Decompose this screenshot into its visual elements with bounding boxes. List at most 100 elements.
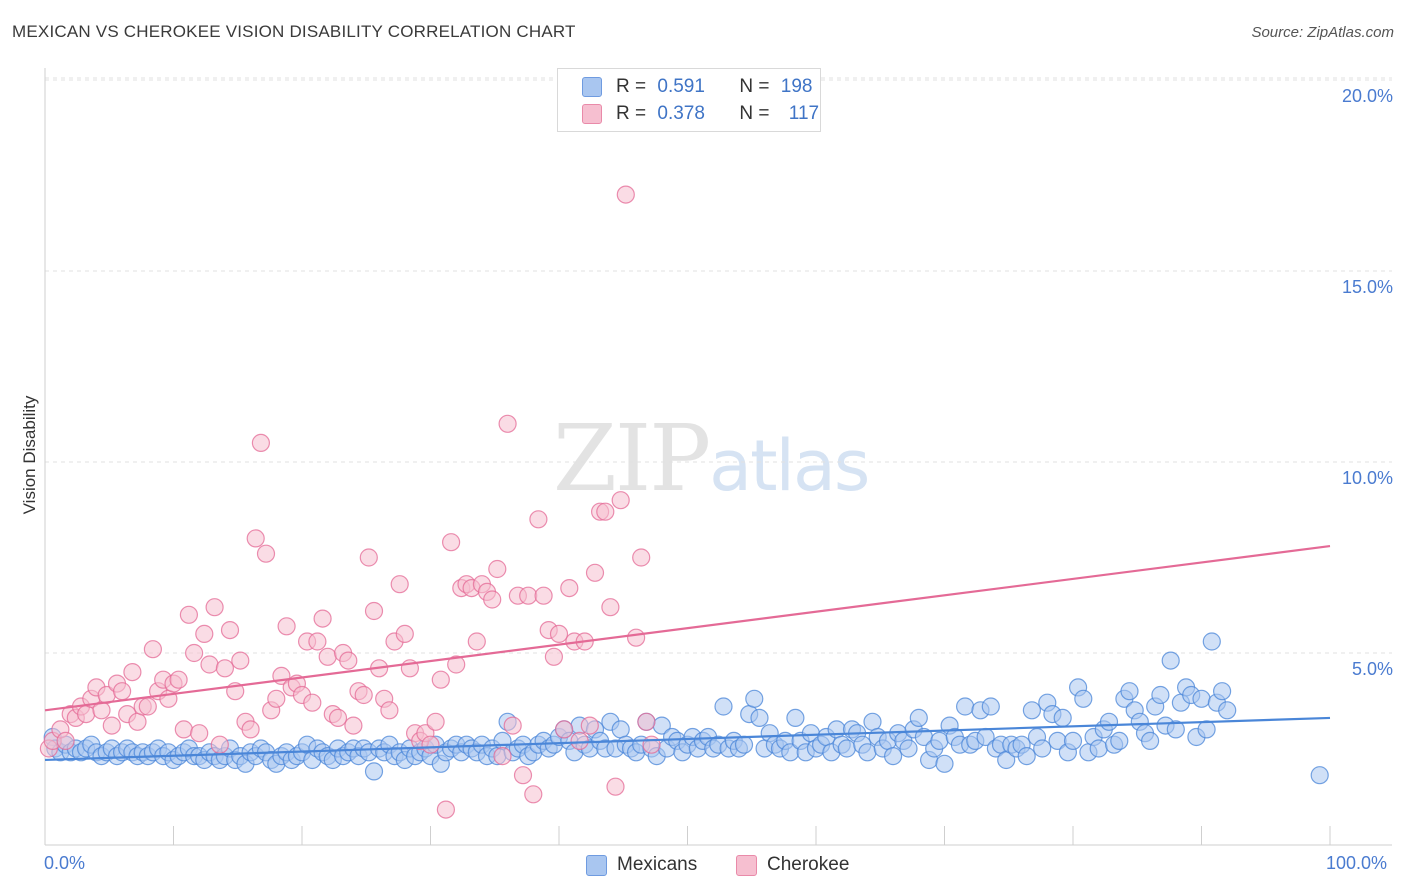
point-mexicans [745, 689, 764, 708]
source-label: Source: ZipAtlas.com [1251, 24, 1394, 41]
point-cherokee [380, 701, 399, 720]
point-cherokee [442, 533, 461, 552]
point-cherokee [169, 670, 188, 689]
point-mexicans [981, 697, 1000, 716]
point-cherokee [220, 620, 240, 640]
point-cherokee [185, 643, 204, 663]
point-mexicans [1053, 708, 1072, 728]
point-cherokee [580, 716, 599, 735]
point-cherokee [529, 510, 548, 529]
point-cherokee [210, 735, 229, 754]
trendline-cherokee [44, 544, 1331, 712]
point-cherokee [611, 491, 630, 510]
point-mexicans [935, 754, 954, 773]
point-mexicans [364, 762, 384, 781]
point-cherokee [112, 682, 132, 701]
point-cherokee [174, 720, 193, 739]
point-cherokee [138, 697, 157, 716]
point-cherokee [339, 651, 358, 670]
point-cherokee [241, 720, 260, 739]
legend-swatch-mexicans [582, 77, 602, 97]
point-cherokee [231, 651, 250, 670]
point-cherokee [179, 605, 198, 624]
legend-r-label: R = [616, 76, 647, 97]
point-cherokee [503, 716, 522, 735]
point-mexicans [1110, 731, 1129, 751]
y-axis-label: Vision Disability [20, 395, 39, 515]
point-cherokee [431, 670, 450, 689]
legend-n-value: 198 [780, 76, 813, 97]
point-mexicans [1089, 739, 1108, 758]
point-cherokee [642, 735, 661, 754]
point-cherokee [246, 529, 265, 548]
legend-n-value: 117 [788, 103, 820, 124]
watermark-zip: ZIP [553, 405, 711, 512]
point-mexicans [1033, 739, 1052, 758]
point-cherokee [143, 640, 162, 659]
legend-row-mexicans: R = 0.591 N = 198 [582, 75, 812, 99]
point-mexicans [883, 746, 903, 766]
point-cherokee [585, 563, 605, 582]
bottom-legend-swatch-cherokee [736, 854, 757, 876]
point-cherokee [560, 578, 579, 598]
point-mexicans [930, 731, 949, 751]
point-mexicans [837, 739, 856, 758]
point-cherokee [195, 624, 214, 644]
point-cherokee [205, 598, 224, 617]
bottom-legend-label-mexicans: Mexicans [617, 854, 698, 875]
point-mexicans [955, 697, 975, 716]
point-cherokee [190, 724, 209, 743]
y-tick-label: 15.0% [1341, 277, 1393, 297]
legend-n-label: N = [739, 103, 770, 124]
point-cherokee [519, 586, 538, 605]
point-mexicans [1197, 720, 1216, 739]
point-cherokee [570, 731, 589, 751]
chart-title: MEXICAN VS CHEROKEE VISION DISABILITY CO… [12, 22, 576, 41]
y-tick-label: 10.0% [1341, 468, 1393, 488]
point-cherokee [616, 185, 635, 204]
point-cherokee [56, 731, 75, 751]
point-mexicans [734, 735, 754, 754]
x-tick-label: 100.0% [1326, 853, 1388, 873]
point-cherokee [606, 777, 625, 796]
point-mexicans [1218, 701, 1237, 720]
point-cherokee [426, 712, 445, 731]
point-cherokee [395, 624, 414, 644]
point-cherokee [447, 655, 466, 674]
point-cherokee [277, 617, 296, 636]
x-tick-label: 0.0% [44, 853, 86, 873]
legend-swatch-cherokee [582, 104, 602, 124]
watermark: ZIPatlas [553, 405, 870, 512]
point-mexicans [1017, 746, 1036, 766]
point-mexicans [611, 720, 630, 739]
legend-r-label: R = [616, 103, 647, 124]
point-mexicans [1166, 720, 1185, 739]
point-mexicans [1192, 689, 1211, 708]
trendline-mexicans [44, 716, 1331, 762]
point-cherokee [123, 662, 142, 682]
bottom-legend-cherokee: Cherokee [736, 852, 849, 878]
bottom-legend-label-cherokee: Cherokee [767, 854, 850, 875]
watermark-atlas: atlas [709, 425, 870, 507]
point-cherokee [354, 685, 373, 705]
point-mexicans [1022, 701, 1042, 720]
point-mexicans [1161, 651, 1180, 670]
point-cherokee [102, 716, 121, 735]
point-cherokee [436, 800, 455, 819]
point-cherokee [524, 785, 543, 804]
correlation-legend: R = 0.591 N = 198 R = 0.378 N = 117 [557, 68, 821, 132]
point-cherokee [328, 708, 348, 728]
point-mexicans [1063, 731, 1083, 751]
point-cherokee [215, 659, 234, 678]
point-mexicans [1120, 682, 1139, 701]
point-cherokee [318, 647, 337, 666]
point-mexicans [1202, 632, 1221, 651]
point-mexicans [909, 708, 928, 728]
point-cherokee [488, 559, 507, 579]
y-tick-label: 5.0% [1351, 659, 1393, 679]
y-tick-label: 20.0% [1341, 86, 1393, 106]
point-cherokee [483, 590, 502, 609]
point-cherokee [390, 575, 409, 594]
point-cherokee [267, 689, 286, 708]
bottom-legend-mexicans: Mexicans [586, 852, 697, 878]
